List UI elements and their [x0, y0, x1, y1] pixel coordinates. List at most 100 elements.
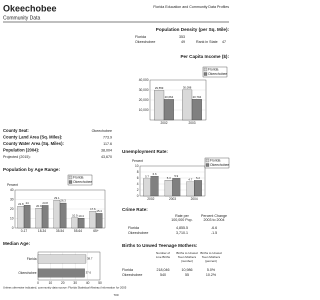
data-label: 5.7: [145, 175, 149, 179]
x-tick-label: 2003: [188, 121, 195, 125]
legend-swatch: [205, 158, 210, 163]
chart-title: Per Capita Income ($):: [180, 54, 229, 59]
crime-header: 2003 to 2004: [204, 218, 225, 222]
x-tick-label: 18-34: [38, 229, 46, 233]
x-tick-label: 2003: [169, 197, 176, 201]
data-label: 4.7: [188, 178, 192, 182]
legend-swatch: [205, 163, 210, 167]
legend-label: Okeechobee: [208, 72, 227, 76]
legend-swatch: [203, 67, 208, 72]
y-tick-label: 40: [10, 188, 14, 192]
births-header: Teen Mothers: [202, 255, 221, 259]
y-tick-label: 4: [137, 182, 139, 186]
data-label: 38.7: [87, 257, 93, 261]
x-tick-label: 50: [98, 281, 102, 285]
density-label: Okeechobee: [135, 40, 155, 44]
y-tick-label: Florida: [27, 257, 37, 261]
x-tick-label: 40: [86, 281, 90, 285]
bar: [143, 178, 151, 197]
data-label: 5.2: [196, 176, 200, 180]
crime-label: Okeechobee: [128, 231, 148, 235]
legend-box: [204, 157, 230, 169]
rank-value: 47: [222, 40, 226, 44]
y-tick-label: 10: [135, 164, 139, 168]
data-label: 5.9: [174, 174, 178, 178]
crime-header: 100,000 Pop.: [171, 218, 192, 222]
births-header: Births to Unwed: [176, 251, 198, 255]
y-tick-label: 10,000: [139, 108, 149, 112]
bar: [37, 268, 85, 278]
y-tick-label: 0: [12, 226, 14, 230]
x-tick-label: 10: [49, 281, 53, 285]
legend-swatch: [203, 72, 208, 76]
crime-value: -6.6: [211, 226, 217, 230]
bar: [154, 90, 165, 121]
data-label: 6.6: [153, 172, 157, 176]
y-tick-label: 30: [10, 197, 14, 201]
births-header: (percent): [205, 259, 217, 263]
births-header: Number of: [156, 251, 170, 255]
bar: [89, 211, 97, 229]
footnote: Unless otherwise indicated, community da…: [3, 286, 127, 290]
births-header: Live Births: [156, 255, 171, 259]
chart-title: Unemployment Rate:: [122, 149, 168, 154]
summary-value: Okeechobee: [92, 129, 112, 133]
births-header: (number): [181, 259, 193, 263]
data-label: 15.4: [96, 209, 102, 213]
median-title: Median Age:: [3, 241, 31, 246]
x-tick-label: 65+: [93, 229, 99, 233]
summary-label: County Water Area (Sq. Miles):: [3, 141, 64, 146]
crime-header: Rate per: [175, 214, 190, 218]
y-tick-label: 6: [137, 176, 139, 180]
document: Okeechobee Community Data Florida Educat…: [3, 3, 230, 297]
data-label: 23.8: [42, 201, 48, 205]
x-tick-label: 2002: [147, 197, 154, 201]
data-label: 5.3: [167, 176, 171, 180]
births-label: Florida: [122, 268, 133, 272]
bar: [77, 218, 85, 229]
chart-title: Population by Age Range:: [3, 167, 60, 172]
page-number: 700: [113, 293, 118, 297]
summary-label: County Seat:: [3, 128, 29, 133]
y-tick-label: Okeechobee: [18, 271, 36, 275]
bar: [17, 206, 25, 229]
summary-value: 43,670: [101, 155, 112, 159]
bar: [163, 99, 174, 121]
legend-label: Florida: [73, 175, 83, 179]
births-value: 218,046: [157, 268, 170, 272]
y-tick-label: 30,000: [139, 88, 149, 92]
bar: [71, 217, 79, 229]
bar: [35, 208, 43, 229]
births-header: Teen Mothers: [178, 255, 197, 259]
bar: [37, 254, 87, 264]
legend-label: Florida: [210, 158, 220, 162]
data-label: 30,098: [183, 86, 192, 90]
data-label: 29.1: [54, 196, 60, 200]
data-label: 10.9: [72, 213, 78, 217]
data-label: 10.4: [78, 214, 84, 218]
data-label: 37.6: [86, 271, 92, 275]
summary-value: 117.6: [103, 142, 112, 146]
bar: [186, 181, 195, 197]
legend-box: [202, 66, 228, 78]
data-label: 26.3: [60, 199, 66, 203]
data-label: 20.9: [36, 204, 42, 208]
summary-label: Projected (2015):: [3, 155, 31, 159]
density-title: Population Density (per Sq. Mile):: [156, 27, 230, 32]
x-tick-label: 30: [73, 281, 77, 285]
crime-label: Florida: [128, 226, 139, 230]
page: {"header": {"title": "Okeechobee", "subt…: [3, 3, 230, 297]
y-tick-label: 20,000: [139, 98, 149, 102]
subtitle: Community Data: [3, 15, 40, 21]
summary-value: 773.9: [103, 135, 112, 139]
y-axis-label: Percent: [7, 183, 18, 187]
bar: [172, 178, 181, 197]
x-tick-label: 0-17: [21, 229, 28, 233]
legend-label: Florida: [208, 67, 218, 71]
summary-label: County Land Area (Sq. Miles):: [3, 135, 62, 140]
crime-value: 4,855.5: [176, 226, 188, 230]
summary-value: 38,004: [101, 148, 112, 152]
data-label: 24: [26, 201, 30, 205]
bar: [23, 205, 31, 229]
x-tick-label: 55-64: [74, 229, 82, 233]
